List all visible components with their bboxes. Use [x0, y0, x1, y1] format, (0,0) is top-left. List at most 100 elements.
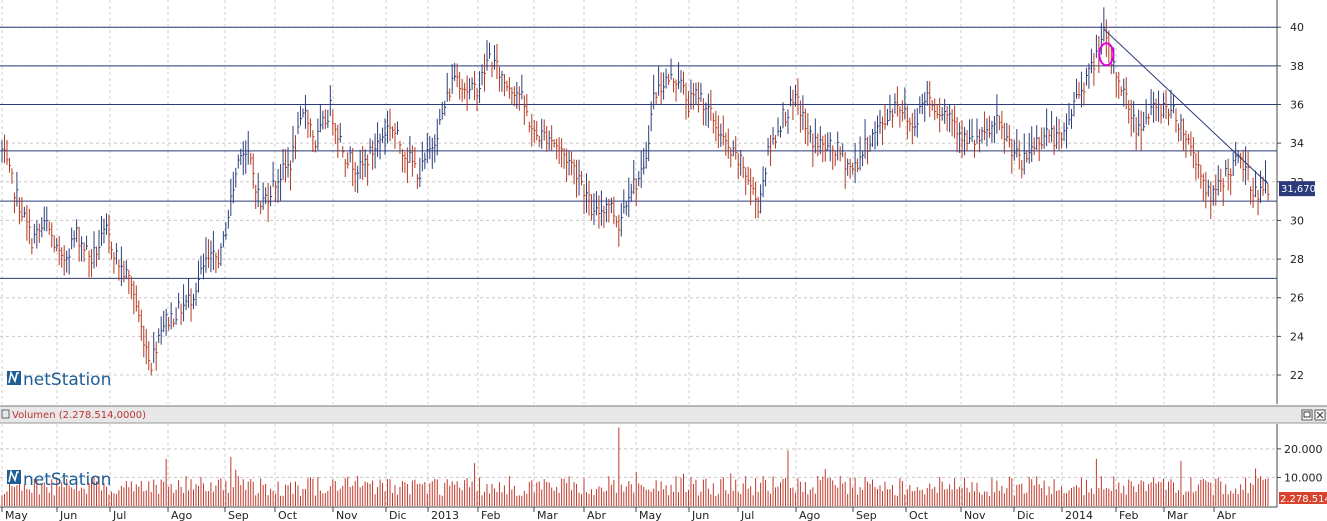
price-bar — [319, 104, 322, 133]
price-bar — [16, 171, 19, 207]
price-bar — [1153, 91, 1156, 123]
price-bar — [568, 150, 571, 176]
price-bar — [668, 73, 671, 85]
price-bar — [881, 116, 884, 145]
price-bar — [498, 66, 501, 92]
price-bar — [1023, 133, 1026, 175]
price-bar — [1036, 125, 1039, 150]
price-bar — [1093, 52, 1096, 86]
price-bar — [128, 269, 131, 295]
price-bar — [595, 191, 598, 216]
price-bar — [399, 140, 402, 154]
price-bar — [1006, 123, 1009, 142]
price-bar — [1250, 186, 1253, 205]
price-bar — [108, 214, 111, 253]
price-bar — [379, 133, 382, 160]
price-bar — [665, 68, 668, 89]
price-bar — [760, 184, 763, 214]
price-bar — [168, 316, 171, 331]
x-tick-label: Feb — [1119, 509, 1138, 521]
price-bar — [939, 97, 942, 133]
price-bar — [11, 168, 14, 184]
price-bar — [235, 167, 238, 188]
panel-close-icon[interactable] — [1314, 409, 1326, 421]
price-bar — [205, 237, 208, 273]
price-bar — [817, 133, 820, 157]
price-bar — [695, 82, 698, 105]
price-bar — [163, 310, 166, 333]
price-bar — [188, 278, 191, 308]
x-tick-label: Mar — [537, 509, 558, 521]
price-bar — [389, 108, 392, 142]
price-bar — [36, 220, 39, 249]
price-tick-label: 26 — [1290, 292, 1304, 305]
price-bar — [501, 70, 504, 92]
price-bar — [76, 219, 79, 243]
price-bar — [1115, 72, 1118, 98]
price-bar — [1078, 82, 1081, 99]
price-bar — [207, 239, 210, 268]
price-bar — [906, 105, 909, 140]
price-bar — [486, 40, 489, 71]
price-bar — [553, 139, 556, 148]
panel-maximize-icon[interactable] — [1301, 409, 1313, 421]
price-bar — [600, 190, 603, 226]
x-tick-label: Jun — [59, 509, 77, 521]
price-bar — [561, 138, 564, 168]
price-bar — [658, 65, 661, 96]
x-tick-label: Sep — [228, 509, 249, 521]
price-bar — [404, 152, 407, 173]
price-bar — [436, 118, 439, 156]
price-bar — [891, 108, 894, 128]
price-bar — [160, 316, 163, 345]
price-bar — [1138, 109, 1141, 137]
price-bar — [265, 187, 268, 205]
price-bar — [347, 152, 350, 169]
price-bar — [118, 259, 121, 281]
price-bar — [625, 201, 628, 216]
price-bar — [1118, 72, 1121, 99]
price-tick-label: 36 — [1290, 98, 1304, 111]
price-bar — [852, 162, 855, 175]
price-bar — [21, 197, 24, 222]
price-bar — [533, 120, 536, 144]
price-bar — [653, 74, 656, 110]
price-bar — [832, 145, 835, 170]
price-bar — [419, 157, 422, 188]
price-bar — [329, 85, 332, 117]
price-bar — [986, 118, 989, 147]
price-bar — [747, 166, 750, 185]
price-bar — [414, 147, 417, 168]
price-bar — [61, 247, 64, 268]
price-bar — [1210, 181, 1213, 219]
price-bar — [949, 104, 952, 133]
price-bar — [971, 118, 974, 143]
price-bar — [638, 171, 641, 187]
price-bar — [155, 341, 158, 371]
support-resistance-lines — [0, 26, 1277, 279]
panel-menu-icon[interactable] — [1, 409, 10, 419]
price-bar — [513, 86, 516, 107]
price-bar — [140, 309, 143, 341]
price-bar — [1033, 137, 1036, 155]
price-bar — [1255, 170, 1258, 198]
price-bar — [1080, 71, 1083, 108]
price-bar — [103, 218, 106, 244]
price-bar — [1260, 170, 1263, 203]
price-bar — [491, 61, 494, 78]
price-bar — [113, 251, 116, 274]
price-bar — [1200, 164, 1203, 189]
price-bar — [1123, 78, 1126, 107]
x-tick-label: Nov — [964, 509, 986, 521]
price-bar — [56, 237, 59, 252]
price-bar — [618, 214, 621, 247]
price-bar — [1160, 103, 1163, 124]
price-bar — [250, 152, 253, 165]
price-bar — [558, 137, 561, 165]
price-bar — [610, 197, 613, 214]
price-bar — [401, 149, 404, 173]
price-bar — [469, 78, 472, 100]
price-bar — [150, 362, 153, 376]
price-bar — [1011, 138, 1014, 174]
